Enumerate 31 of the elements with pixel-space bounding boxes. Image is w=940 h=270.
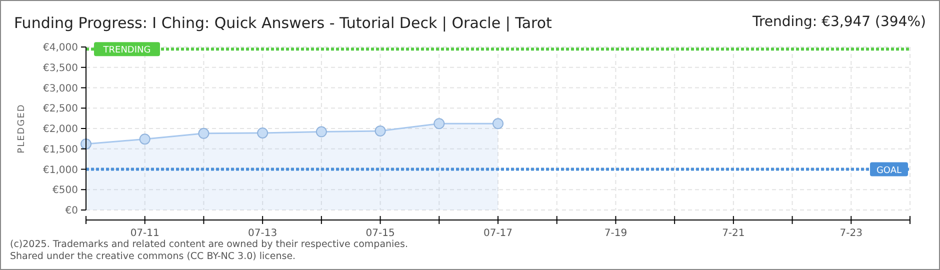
x-tick-label: 07-11 [130,228,160,239]
y-tick-label: €500 [52,185,78,196]
y-tick-label: €1,000 [43,164,78,176]
point [492,118,504,130]
x-tick-label: 07-17 [483,228,513,239]
point [139,134,150,145]
y-tick-label: €3,000 [43,83,78,94]
text: (c)2025. Trademarks and related content are owned by their respective companies. [10,239,408,250]
y-tick-label: €1,500 [43,144,78,156]
point [198,128,210,139]
y-axis-title: PLEDGED [17,104,27,154]
chart-title: Funding Progress: I Ching: Quick Answers - Tutorial Deck | Oracle | Tarot [14,14,552,32]
x-tick-label: 7-23 [840,228,862,239]
text: Shared under the creative commons (CC BY-NC 3.0) license. [10,251,296,262]
x-tick-label: 07-13 [248,228,278,239]
y-tick-label: €2,000 [43,124,78,135]
point [434,118,445,130]
x-tick-label: 7-21 [722,228,745,239]
point [316,126,327,138]
point [80,138,92,150]
x-tick-label: 07-15 [366,228,395,239]
text: Trending: €3,947 (394%) [751,14,926,30]
x-tick-label: 7-19 [604,228,628,239]
y-tick-label: €0 [65,206,78,216]
ref-line-label: GOAL [876,166,902,176]
point [374,125,386,136]
y-tick-label: €2,500 [43,104,78,115]
y-tick-label: €3,500 [43,62,78,74]
y-tick-label: €4,000 [43,42,78,54]
point [257,127,268,138]
ref-line-label: TRENDING [102,46,151,56]
